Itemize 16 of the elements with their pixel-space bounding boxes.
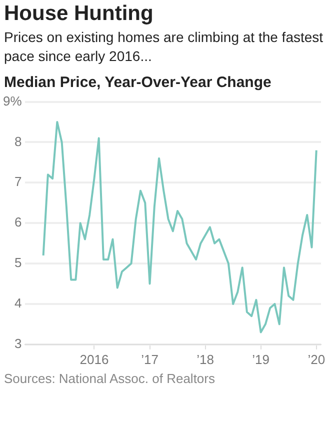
chart-title: House Hunting [4,2,154,26]
x-tick-label: ’20 [308,352,326,367]
y-tick-label: 6 [14,214,22,230]
y-tick-label: 5 [14,255,22,270]
y-tick-label: 4 [14,296,22,311]
y-tick-label: 3 [14,336,22,351]
source-note: Sources: National Assoc. of Realtors [4,371,216,386]
chart-subtitle: Prices on existing homes are climbing at the fastest pace since early 2016... [4,28,324,66]
x-tick-label: ’18 [196,352,214,367]
x-tick-label: 2016 [80,352,109,367]
y-tick-label: 9% [2,93,22,108]
y-tick-label: 7 [14,174,22,190]
y-axis-title: Median Price, Year-Over-Year Change [4,74,272,91]
y-tick-label: 8 [14,134,22,149]
x-tick-label: ’19 [252,352,270,367]
x-tick-label: ’17 [141,352,158,367]
